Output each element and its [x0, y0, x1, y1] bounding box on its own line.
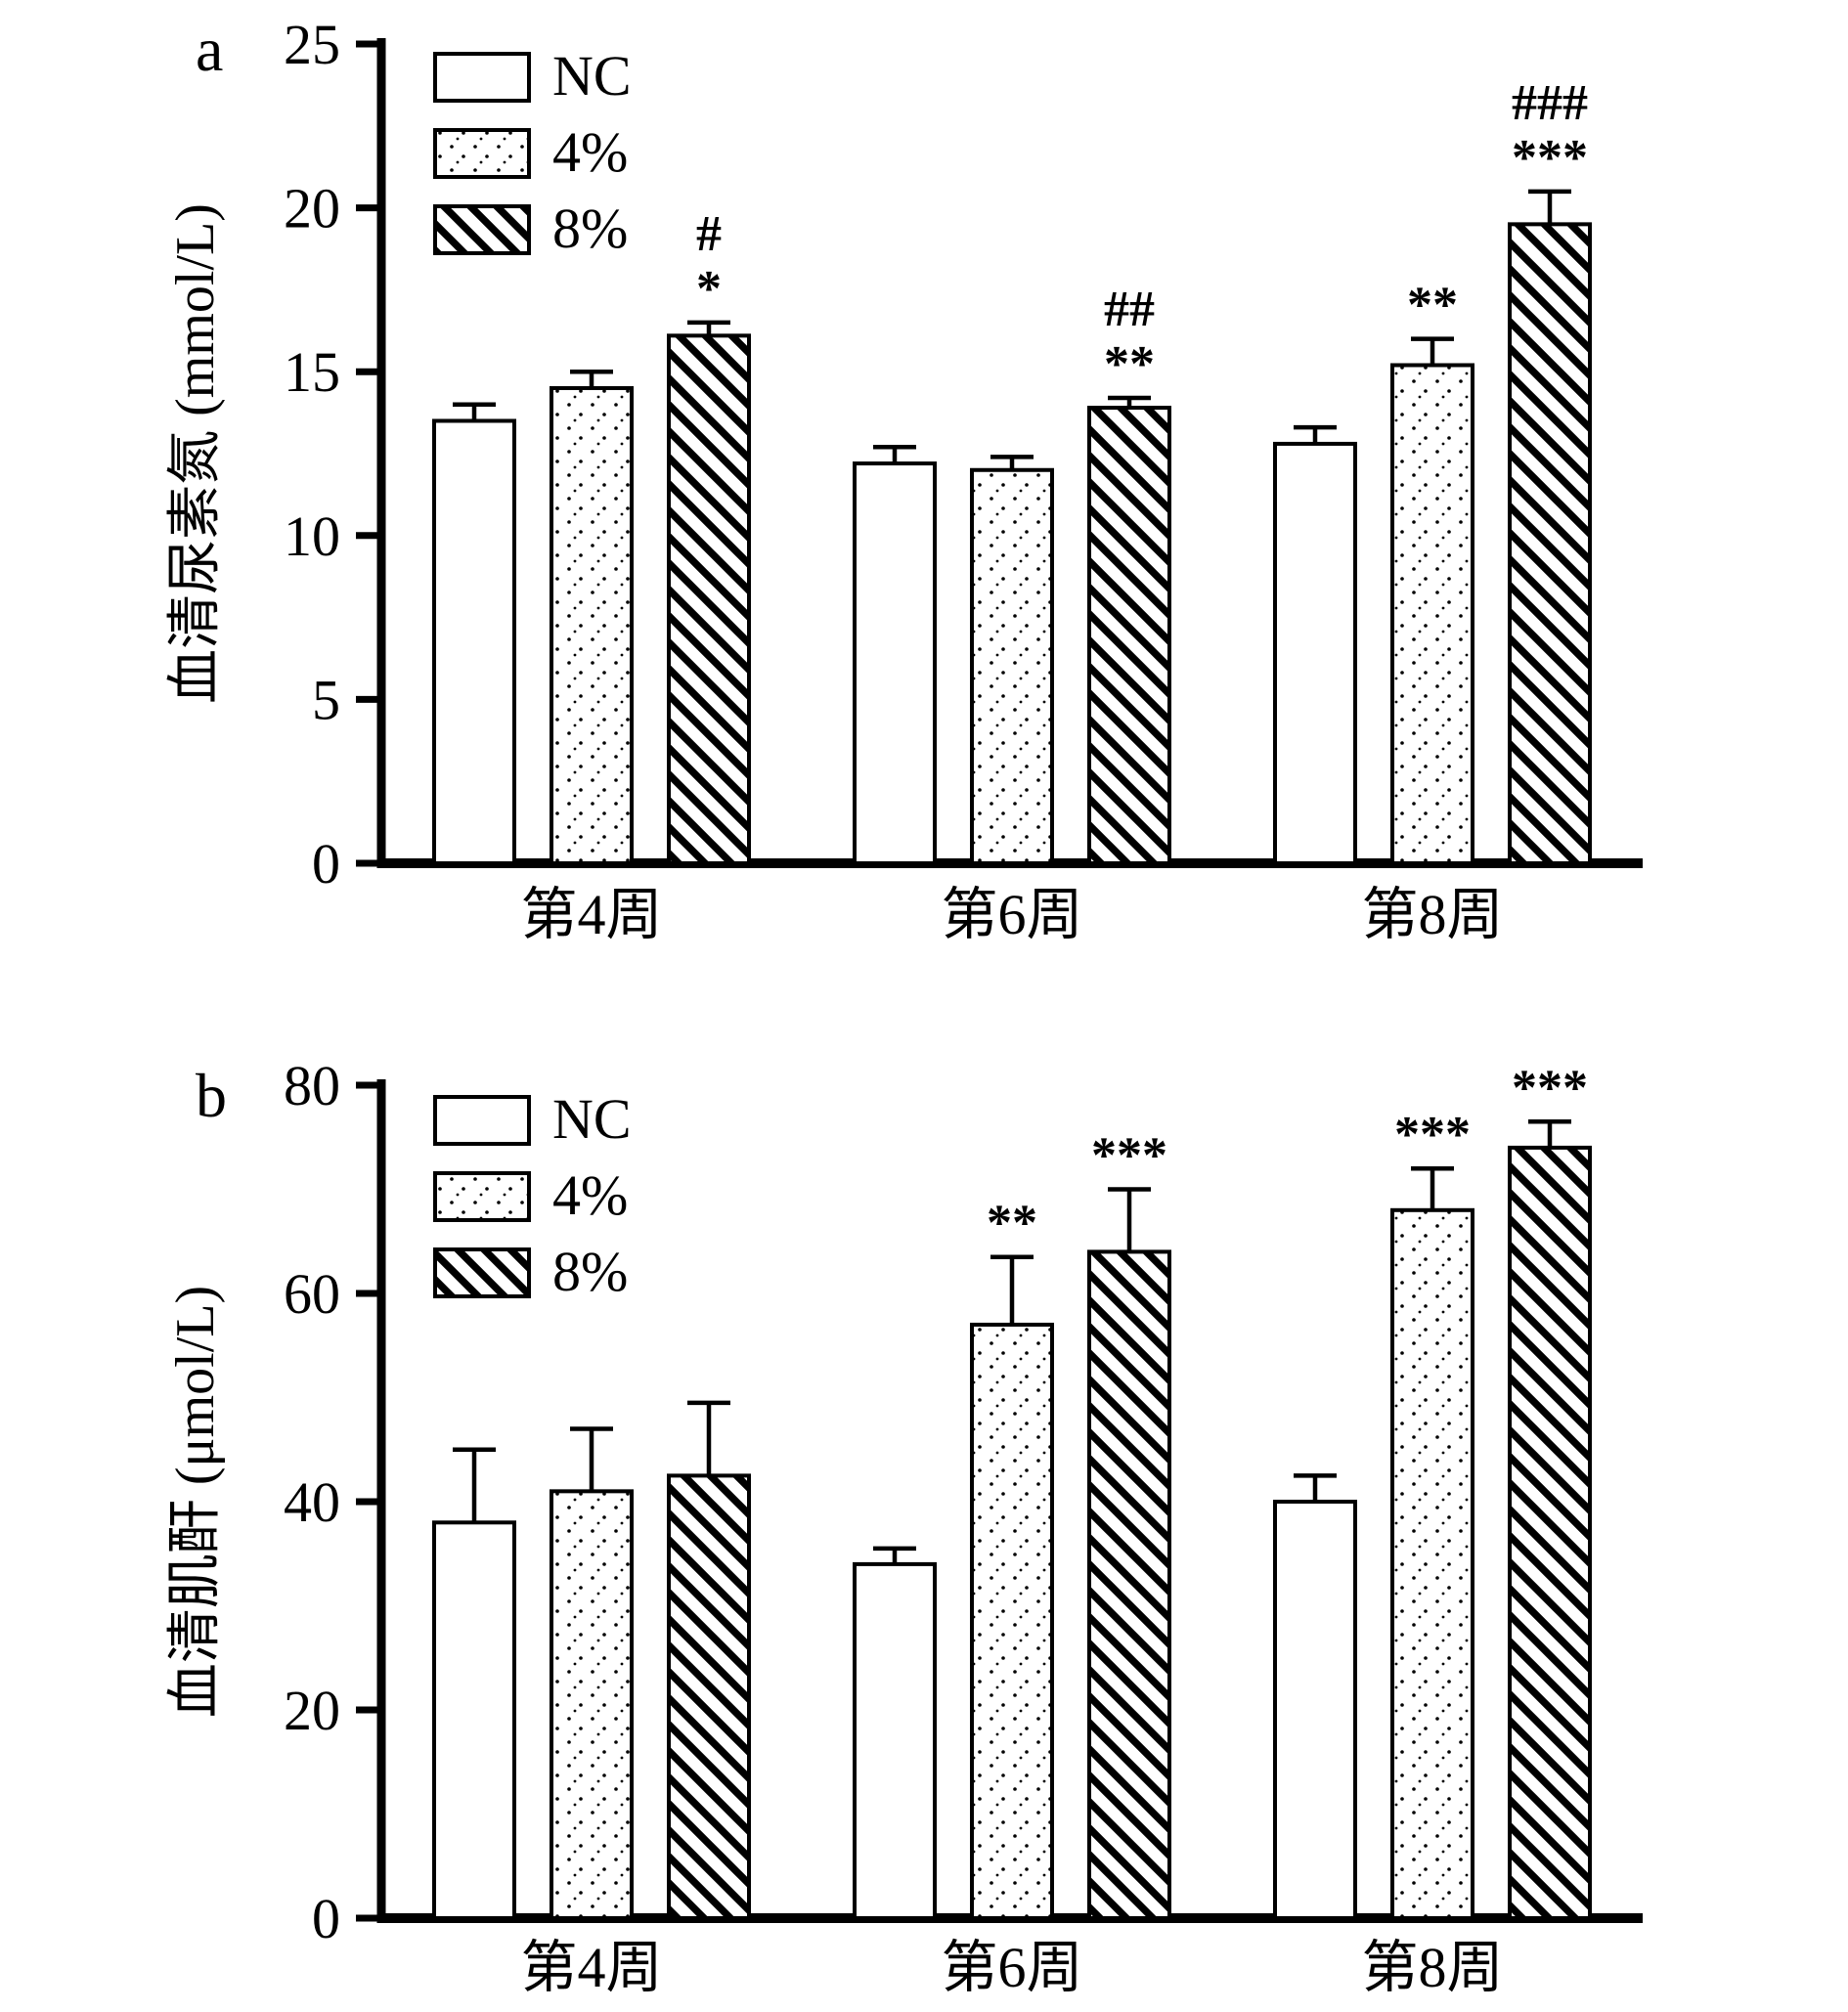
y-tick-label: 20: [284, 1679, 340, 1742]
legend-swatch-NC: [433, 52, 531, 103]
bar-4%-第4周: [550, 385, 634, 865]
bar-8%-第4周: [667, 333, 751, 865]
legend-label-8%: 8%: [552, 197, 628, 260]
legend-swatch-8%: [433, 1247, 531, 1298]
x-category-label: 第6周: [941, 1936, 1082, 1999]
y-tick-label: 20: [284, 177, 340, 241]
legend-swatch-4%: [433, 128, 531, 179]
x-category-label: 第4周: [520, 1936, 662, 1999]
y-tick-label: 15: [284, 340, 340, 404]
significance-annotation: ###: [1512, 75, 1588, 131]
y-tick-label: 60: [284, 1262, 340, 1326]
significance-annotation: ##: [1104, 282, 1155, 337]
legend-label-8%: 8%: [552, 1240, 628, 1303]
y-tick-label: 25: [284, 13, 340, 76]
legend-label-NC: NC: [552, 44, 632, 108]
bar-8%-第6周: [1087, 406, 1171, 865]
significance-annotation: **: [1407, 278, 1458, 333]
x-category-label: 第8周: [1361, 883, 1503, 946]
significance-annotation: ***: [1394, 1107, 1471, 1162]
y-axis-title: 血清尿素氮 (mmol/L): [165, 203, 226, 704]
bar-8%-第4周: [667, 1473, 751, 1920]
x-category-label: 第6周: [941, 883, 1082, 946]
bar-8%-第6周: [1087, 1249, 1171, 1920]
bar-8%-第8周: [1508, 222, 1592, 866]
legend-swatch-4%: [433, 1171, 531, 1222]
bar-4%-第8周: [1390, 1207, 1474, 1921]
panel-letter-a: a: [196, 15, 223, 84]
significance-annotation: ***: [1512, 1060, 1588, 1115]
bar-NC-第8周: [1273, 441, 1357, 865]
bar-NC-第6周: [853, 1561, 937, 1921]
bar-NC-第4周: [432, 418, 516, 865]
significance-annotation: *: [696, 261, 722, 317]
y-axis-title: 血清肌酐 (μmol/L): [165, 1286, 226, 1718]
bar-NC-第4周: [432, 1520, 516, 1921]
significance-annotation: ***: [1091, 1128, 1167, 1184]
bar-4%-第8周: [1390, 363, 1474, 865]
bar-4%-第4周: [550, 1489, 634, 1920]
significance-annotation: **: [987, 1196, 1037, 1251]
bar-NC-第8周: [1273, 1500, 1357, 1920]
legend-swatch-8%: [433, 204, 531, 255]
legend-label-NC: NC: [552, 1087, 632, 1151]
legend-label-4%: 4%: [552, 1163, 628, 1227]
bar-8%-第8周: [1508, 1145, 1592, 1920]
y-tick-label: 80: [284, 1054, 340, 1117]
legend-swatch-NC: [433, 1095, 531, 1146]
y-tick-label: 40: [284, 1470, 340, 1534]
y-tick-label: 0: [312, 1887, 340, 1950]
panel-letter-b: b: [196, 1061, 227, 1130]
x-category-label: 第4周: [520, 883, 662, 946]
significance-annotation: **: [1104, 336, 1155, 392]
significance-annotation: #: [696, 206, 722, 262]
bar-4%-第6周: [970, 467, 1054, 865]
bar-NC-第6周: [853, 461, 937, 865]
legend-label-4%: 4%: [552, 120, 628, 184]
x-category-label: 第8周: [1361, 1936, 1503, 1999]
y-tick-label: 10: [284, 504, 340, 568]
y-tick-label: 5: [312, 668, 340, 731]
significance-annotation: ***: [1512, 130, 1588, 186]
bar-4%-第6周: [970, 1322, 1054, 1920]
y-tick-label: 0: [312, 832, 340, 896]
